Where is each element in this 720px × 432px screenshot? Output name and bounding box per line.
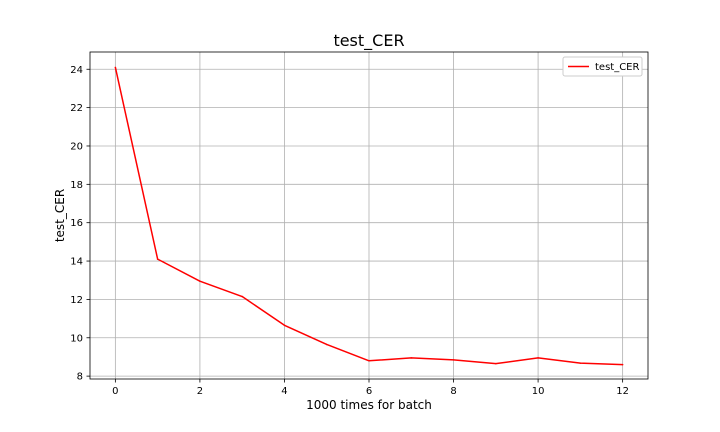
y-axis: 8 10 12 14 16 18 20 22 24 <box>70 65 90 383</box>
x-tick-label: 6 <box>366 386 372 397</box>
data-point <box>495 362 497 365</box>
y-tick-label: 14 <box>70 257 83 268</box>
y-tick-label: 8 <box>77 372 83 383</box>
legend-box <box>562 56 643 77</box>
data-point <box>537 357 539 359</box>
data-point <box>452 359 455 361</box>
x-tick-label: 8 <box>450 386 456 397</box>
y-tick-label: 16 <box>70 218 83 229</box>
y-tick-label: 24 <box>70 65 83 76</box>
data-point <box>579 362 582 364</box>
grid-lines <box>90 52 648 379</box>
y-tick-label: 20 <box>70 141 83 152</box>
y-tick-label: 18 <box>70 180 83 191</box>
data-point <box>114 66 117 69</box>
data-point <box>156 258 159 260</box>
legend-label: test_CER <box>595 62 640 73</box>
data-point <box>410 357 413 359</box>
x-tick-label: 0 <box>112 386 118 397</box>
x-axis-title: 1000 times for batch <box>306 398 432 412</box>
data-point <box>199 280 201 282</box>
x-tick-label: 12 <box>616 386 629 397</box>
y-tick-label: 22 <box>70 103 83 114</box>
data-point <box>621 363 624 366</box>
x-tick-label: 4 <box>281 386 287 397</box>
data-point <box>368 360 370 362</box>
legend: test_CER <box>562 56 643 77</box>
data-point <box>325 343 328 346</box>
x-tick-label: 2 <box>197 386 203 397</box>
y-tick-label: 12 <box>70 295 83 306</box>
data-point <box>283 324 286 327</box>
chart-title: test_CER <box>333 31 404 51</box>
x-tick-label: 10 <box>532 386 545 397</box>
x-axis: 0 2 4 6 8 10 12 <box>112 379 629 397</box>
data-point <box>241 295 243 298</box>
series-layer <box>114 66 624 366</box>
y-tick-label: 10 <box>70 333 83 344</box>
y-axis-title: test_CER <box>53 189 67 242</box>
